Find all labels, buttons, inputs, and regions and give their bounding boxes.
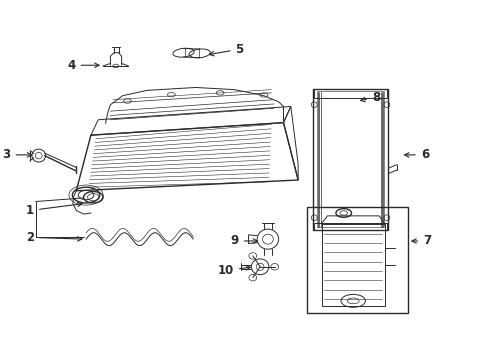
Bar <box>313 223 386 230</box>
Text: 2: 2 <box>26 231 82 244</box>
Bar <box>312 89 387 230</box>
Bar <box>306 207 407 313</box>
Ellipse shape <box>335 209 351 217</box>
Text: 10: 10 <box>217 264 250 277</box>
Text: 4: 4 <box>67 59 99 72</box>
Text: 8: 8 <box>360 91 380 104</box>
Bar <box>316 91 384 227</box>
Text: 9: 9 <box>230 234 257 247</box>
Bar <box>321 224 384 306</box>
Text: 3: 3 <box>2 148 32 161</box>
Text: 1: 1 <box>26 202 82 217</box>
Bar <box>313 89 386 98</box>
Text: 6: 6 <box>404 148 428 161</box>
Text: 5: 5 <box>209 42 243 56</box>
Text: 7: 7 <box>411 234 430 247</box>
